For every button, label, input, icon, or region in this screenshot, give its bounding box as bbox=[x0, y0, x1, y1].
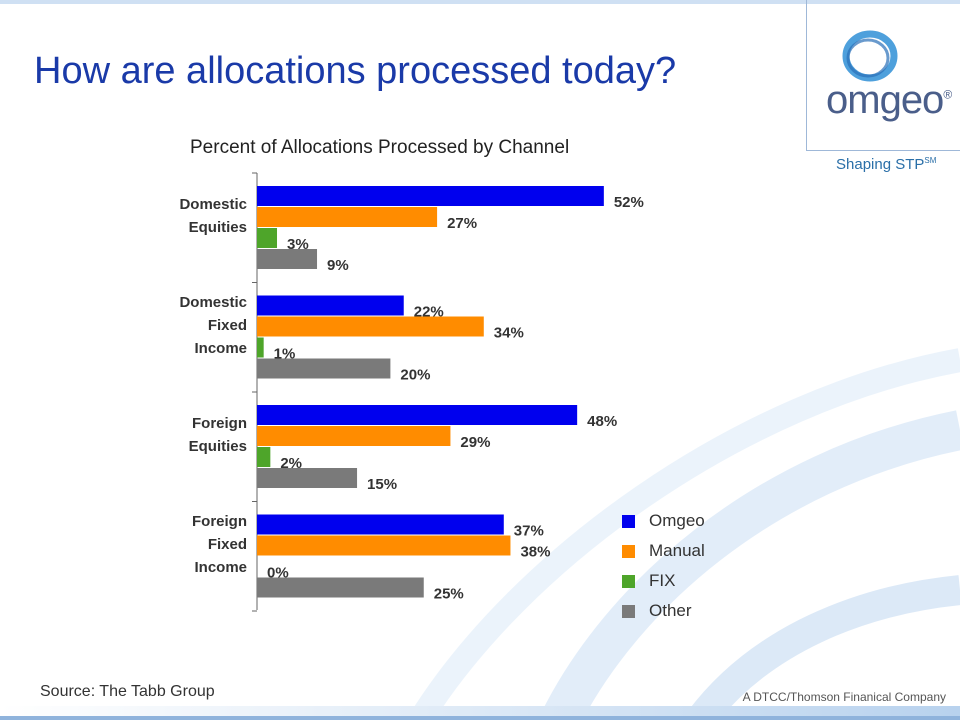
data-label: 1% bbox=[274, 346, 296, 363]
legend-label: FIX bbox=[649, 571, 676, 590]
data-label: 27% bbox=[447, 215, 477, 232]
category-label: Domestic Fixed Income bbox=[179, 293, 247, 357]
data-label: 3% bbox=[287, 236, 309, 253]
data-label: 20% bbox=[400, 367, 430, 384]
company-footer: A DTCC/Thomson Finanical Company bbox=[742, 690, 946, 704]
data-label: 0% bbox=[267, 565, 289, 582]
bar-other bbox=[257, 249, 318, 269]
bar-manual bbox=[257, 535, 511, 556]
bar-other bbox=[257, 358, 391, 379]
logo-divider-vertical bbox=[806, 0, 807, 150]
data-label: 38% bbox=[520, 544, 550, 561]
data-label: 15% bbox=[367, 476, 397, 493]
bar-manual bbox=[257, 207, 438, 227]
bar-manual bbox=[257, 316, 484, 337]
legend-swatch bbox=[622, 574, 635, 588]
bar-omgeo bbox=[257, 405, 578, 425]
data-label: 2% bbox=[280, 455, 302, 472]
bar-omgeo bbox=[257, 514, 504, 535]
category-label: Foreign Equities bbox=[188, 414, 247, 455]
data-label: 48% bbox=[587, 413, 617, 430]
bar-omgeo bbox=[257, 295, 404, 316]
bar-fix bbox=[257, 228, 278, 248]
legend-item: Manual bbox=[622, 536, 705, 566]
legend-label: Other bbox=[649, 601, 692, 620]
legend-label: Omgeo bbox=[649, 511, 705, 530]
legend-swatch bbox=[622, 514, 635, 528]
bar-fix bbox=[257, 337, 264, 358]
legend-label: Manual bbox=[649, 541, 705, 560]
legend-swatch bbox=[622, 544, 635, 558]
bar-manual bbox=[257, 426, 451, 446]
source-note: Source: The Tabb Group bbox=[40, 683, 215, 700]
data-label: 37% bbox=[514, 523, 544, 540]
brand-logo-text: omgeo bbox=[826, 78, 944, 122]
legend-item: Omgeo bbox=[622, 506, 705, 536]
legend-swatch bbox=[622, 604, 635, 618]
service-mark: SM bbox=[924, 156, 937, 165]
legend-item: Other bbox=[622, 596, 705, 626]
omgeo-ring-icon bbox=[842, 30, 898, 82]
category-label: Foreign Fixed Income bbox=[192, 512, 247, 576]
tagline-text: Shaping STP bbox=[836, 156, 925, 173]
brand-tagline: Shaping STPSM bbox=[836, 156, 936, 173]
data-label: 29% bbox=[460, 434, 490, 451]
brand-logo: omgeo® bbox=[826, 78, 952, 123]
data-label: 22% bbox=[414, 304, 444, 321]
logo-divider-horizontal bbox=[806, 150, 960, 151]
data-label: 9% bbox=[327, 257, 349, 274]
registered-mark: ® bbox=[943, 87, 953, 102]
chart-title: Percent of Allocations Processed by Chan… bbox=[190, 137, 570, 158]
data-label: 52% bbox=[614, 194, 644, 211]
data-label: 34% bbox=[494, 325, 524, 342]
bar-fix bbox=[257, 447, 271, 467]
bar-other bbox=[257, 577, 424, 598]
slide-title: How are allocations processed today? bbox=[34, 50, 677, 92]
legend-item: FIX bbox=[622, 566, 705, 596]
category-label: Domestic Equities bbox=[179, 195, 247, 236]
bar-omgeo bbox=[257, 186, 604, 206]
chart-legend: Omgeo Manual FIX Other bbox=[622, 506, 705, 626]
data-label: 25% bbox=[434, 586, 464, 603]
bar-other bbox=[257, 468, 358, 488]
